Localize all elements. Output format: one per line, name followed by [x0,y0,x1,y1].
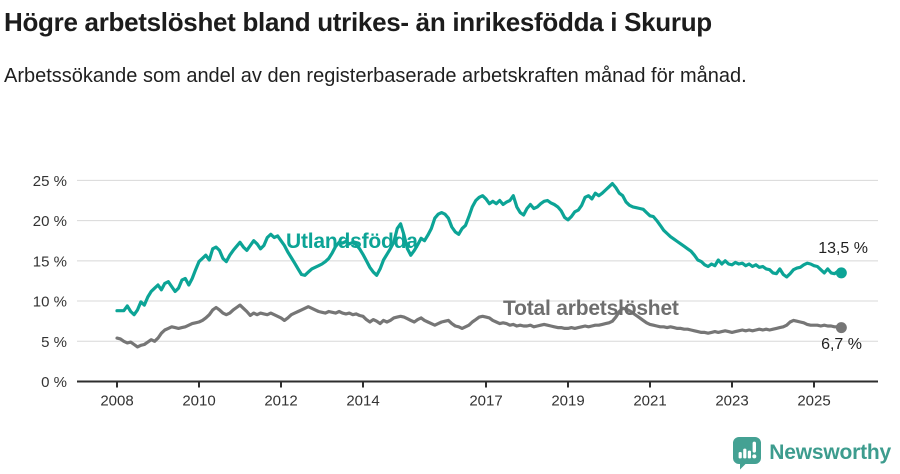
bar-tall [748,450,752,459]
exclamation-bar [752,441,757,453]
x-tick-label: 2025 [797,393,830,410]
bar-small [738,452,743,459]
end-value-label-total: 6,7 % [821,336,862,353]
y-tick-label: 20 % [33,213,67,230]
series-line-total-arbetslöshet [115,303,843,349]
newsworthy-bubble-icon [733,437,762,470]
end-dot-utlandsfödda [835,267,847,279]
x-tick-label: 2010 [182,393,215,410]
x-tick-label: 2008 [100,393,133,410]
x-tick-label: 2023 [715,393,748,410]
bar-medium [743,448,747,459]
x-tick-label: 2019 [551,393,584,410]
y-tick-label: 0 % [41,374,67,391]
series-label-total-arbetsloshet: Total arbetslöshet [503,297,679,320]
page-subtitle: Arbetssökande som andel av den registerb… [4,65,747,87]
y-tick-label: 5 % [41,334,67,351]
x-tick-label: 2021 [633,393,666,410]
page-title: Högre arbetslöshet bland utrikes- än inr… [4,7,712,37]
x-tick-label: 2012 [264,393,297,410]
brand-name: Newsworthy [769,441,891,464]
newsworthy-logo[interactable]: Newsworthy [732,436,891,470]
series-label-utlandsfodda: Utlandsfödda [286,230,418,253]
end-value-label-utlandsfodda: 13,5 % [818,240,868,257]
series-line-utlandsfödda [115,182,843,317]
y-tick-label: 15 % [33,253,67,270]
speech-bubble-shape [733,437,762,470]
x-tick-label: 2017 [469,393,502,410]
exclamation-dot [752,454,757,459]
x-tick-label: 2014 [346,393,379,410]
y-tick-label: 10 % [33,294,67,311]
end-dot-total-arbetslöshet [835,322,847,334]
y-tick-label: 25 % [33,173,67,190]
